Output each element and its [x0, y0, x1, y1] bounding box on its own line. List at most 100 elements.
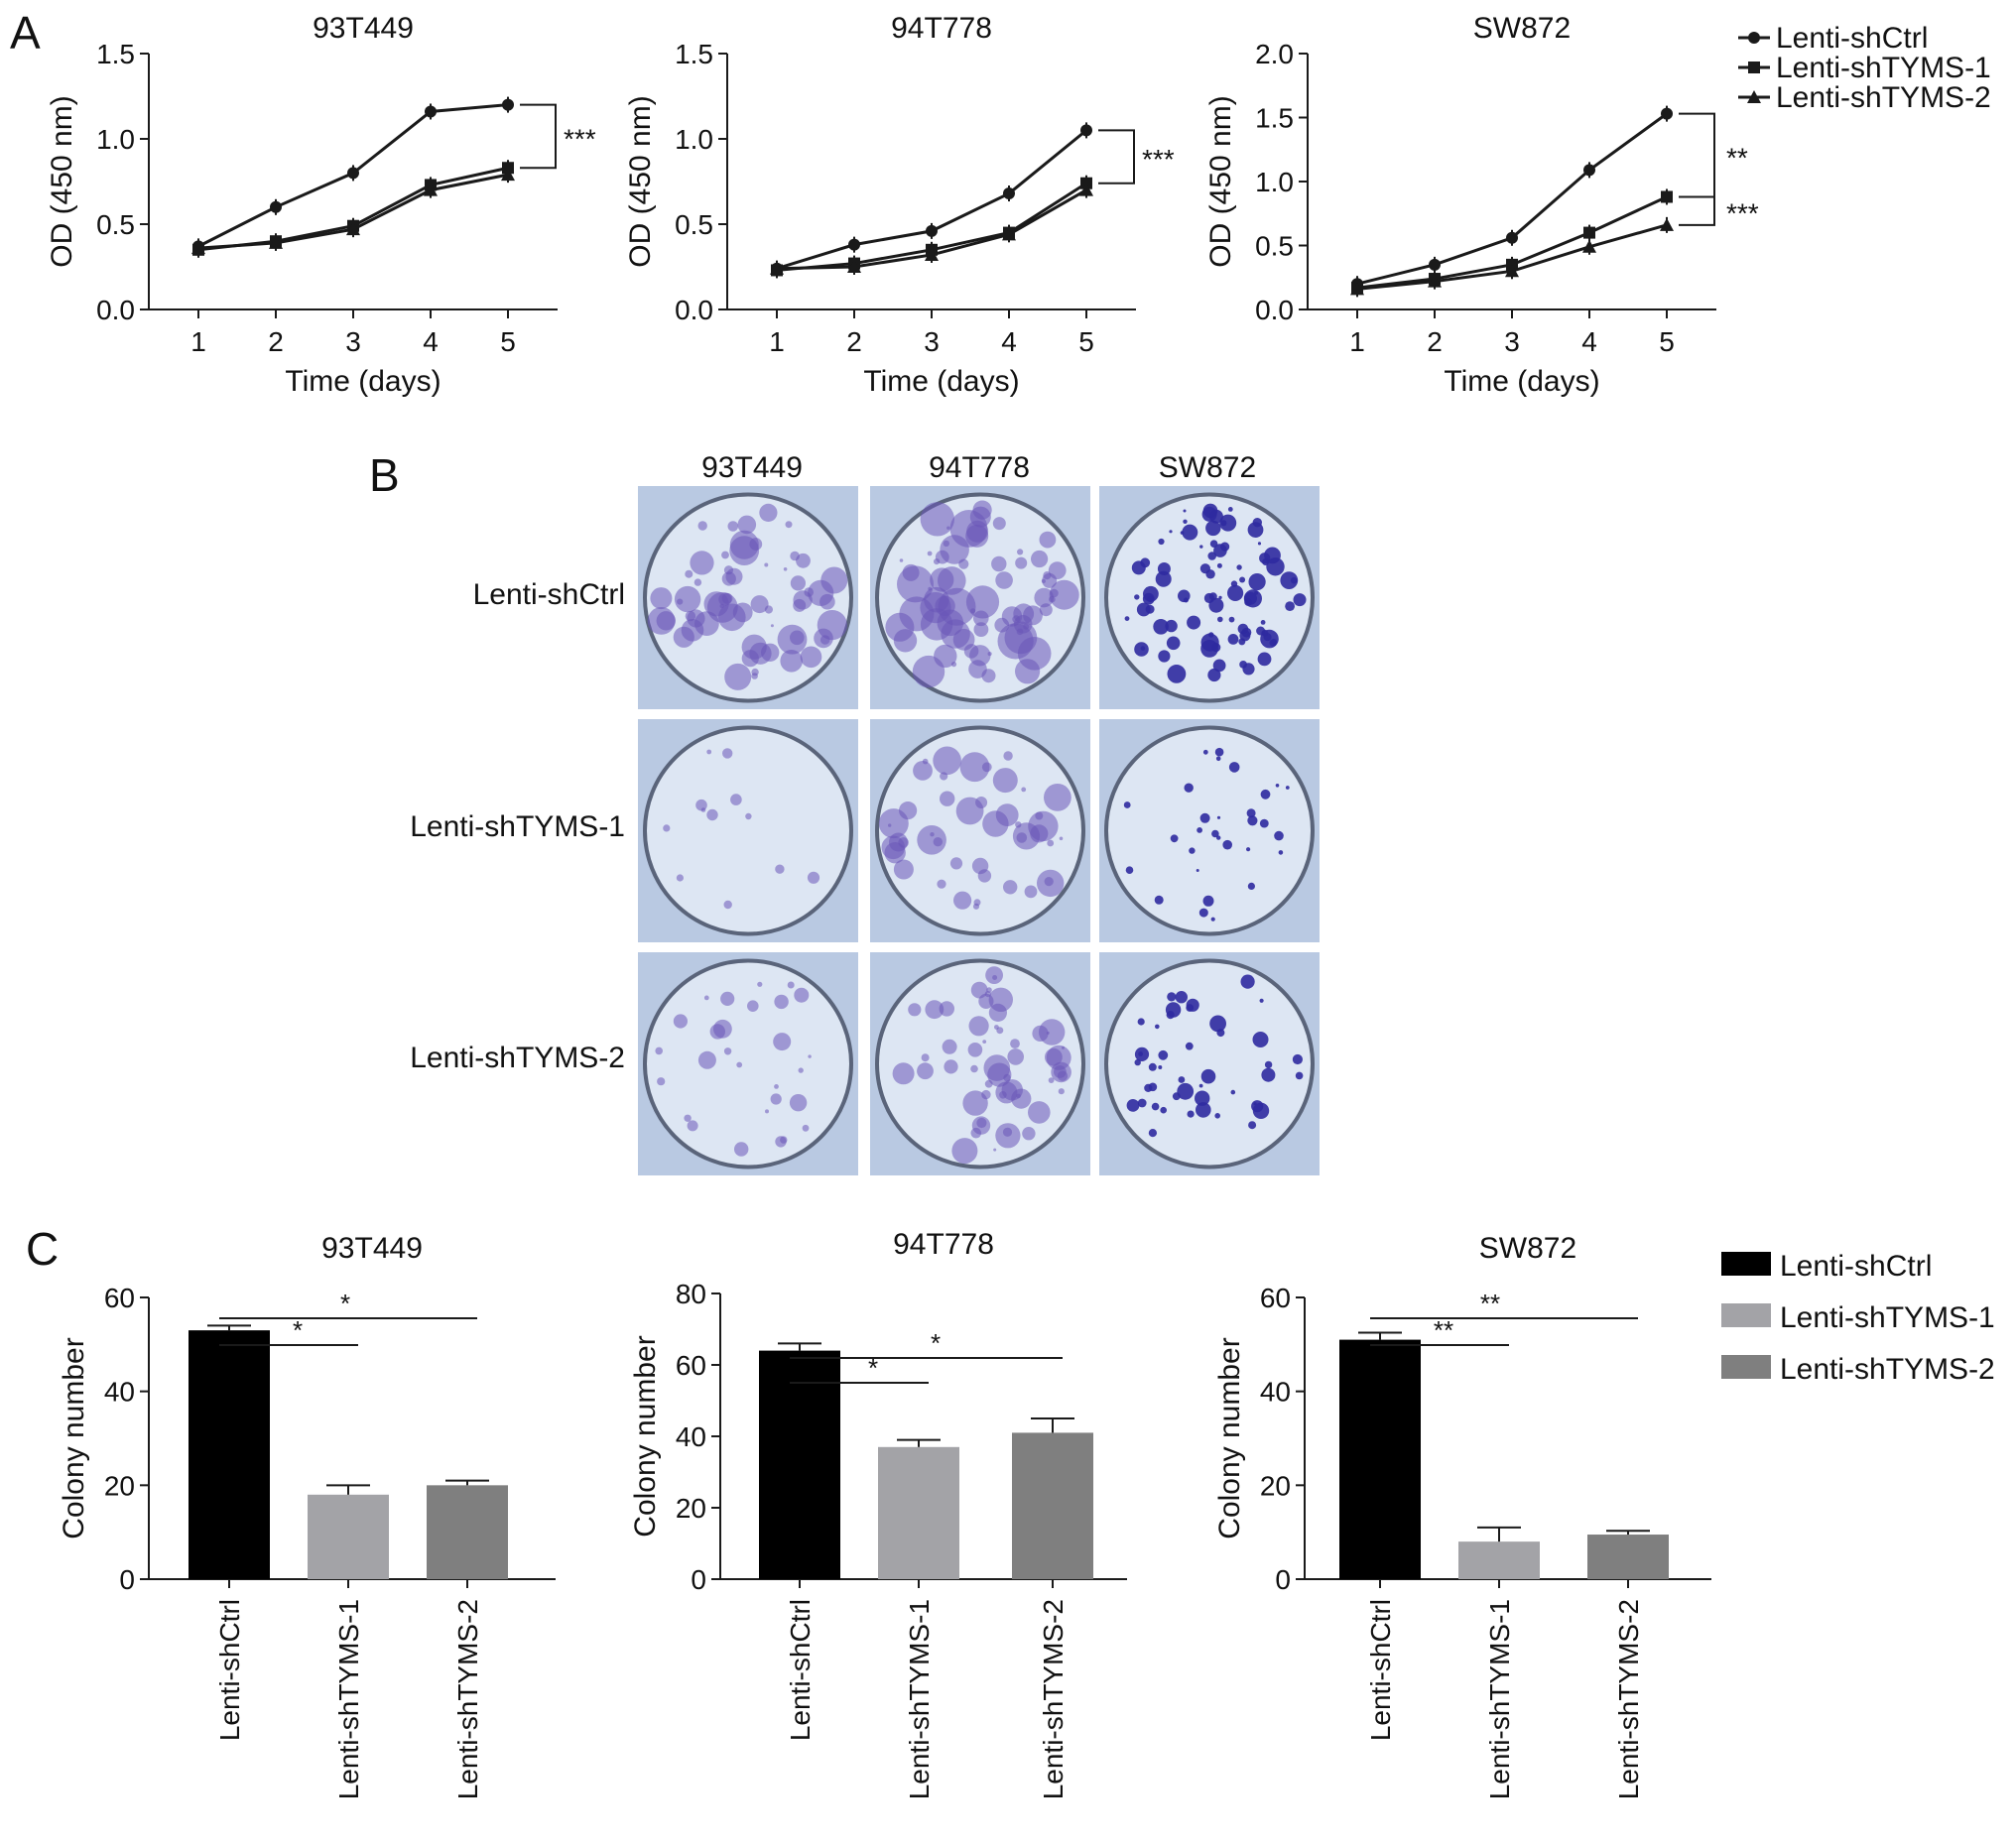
- data-point: [1505, 264, 1519, 278]
- significance-label: *: [293, 1315, 303, 1345]
- x-tick-label: Lenti-shTYMS-2: [452, 1599, 483, 1799]
- data-point: [1661, 190, 1673, 203]
- data-point: [1429, 258, 1441, 271]
- significance-label: *: [340, 1289, 350, 1318]
- x-tick-label: Lenti-shTYMS-1: [333, 1599, 364, 1799]
- x-tick-label: Lenti-shCtrl: [785, 1599, 816, 1741]
- significance-bracket: [520, 103, 557, 170]
- data-point: [1002, 227, 1016, 241]
- legend-marker: [1747, 90, 1761, 103]
- bar: [759, 1350, 840, 1579]
- panel-letter-b: B: [369, 449, 400, 501]
- data-point: [1003, 187, 1015, 200]
- y-tick-label: 0: [119, 1564, 135, 1595]
- data-point: [269, 235, 283, 249]
- plate-column-title: 94T778: [929, 451, 1030, 484]
- colony-plate-image: [870, 952, 1090, 1175]
- y-tick-label: 1.0: [1255, 167, 1294, 197]
- y-tick-label: 1.5: [675, 39, 713, 69]
- x-tick-label: 3: [345, 326, 361, 357]
- data-point: [925, 247, 939, 261]
- data-point: [848, 238, 860, 251]
- colony-plate-image: [1099, 486, 1320, 709]
- x-tick-label: 4: [423, 326, 439, 357]
- y-tick-label: 80: [676, 1279, 706, 1309]
- data-point: [502, 98, 514, 111]
- y-tick-label: 0.5: [1255, 231, 1294, 262]
- y-axis-label: Colony number: [629, 1335, 662, 1537]
- x-tick-label: 5: [1078, 326, 1094, 357]
- x-tick-label: 3: [924, 326, 940, 357]
- y-tick-label: 0: [1275, 1564, 1291, 1595]
- data-point: [1583, 164, 1595, 177]
- y-tick-label: 60: [676, 1350, 706, 1381]
- bar: [878, 1446, 959, 1579]
- bar: [189, 1330, 270, 1579]
- y-tick-label: 20: [1260, 1470, 1291, 1501]
- significance-bracket: [1679, 195, 1715, 226]
- bar: [427, 1485, 508, 1579]
- significance-label: **: [1434, 1315, 1453, 1345]
- chart-title: 94T778: [893, 1228, 994, 1261]
- data-point: [847, 260, 861, 273]
- data-point: [347, 167, 359, 180]
- legend-swatch: [1721, 1303, 1771, 1327]
- y-tick-label: 40: [676, 1421, 706, 1452]
- bar: [1339, 1339, 1421, 1579]
- data-point: [1661, 107, 1673, 120]
- y-tick-label: 0.5: [675, 209, 713, 240]
- data-point: [1660, 217, 1674, 231]
- legend-label: Lenti-shTYMS-1: [1776, 52, 1991, 84]
- plate-row-label: Lenti-shTYMS-1: [410, 810, 625, 843]
- x-tick-label: Lenti-shTYMS-2: [1038, 1599, 1069, 1799]
- data-point: [191, 241, 205, 255]
- x-tick-label: Lenti-shTYMS-2: [1613, 1599, 1644, 1799]
- x-tick-label: 4: [1001, 326, 1017, 357]
- y-tick-label: 1.0: [96, 124, 135, 155]
- x-axis-label: Time (days): [1444, 365, 1599, 398]
- x-axis-label: Time (days): [285, 365, 441, 398]
- data-point: [501, 168, 515, 182]
- legend-swatch: [1721, 1355, 1771, 1379]
- x-tick-label: Lenti-shCtrl: [214, 1599, 245, 1741]
- y-tick-label: 1.0: [675, 124, 713, 155]
- data-point: [1080, 124, 1092, 137]
- data-point: [1506, 231, 1518, 244]
- y-axis-label: OD (450 nm): [624, 95, 657, 267]
- data-point: [425, 105, 437, 118]
- plate-row-label: Lenti-shTYMS-2: [410, 1042, 625, 1074]
- x-axis-label: Time (days): [863, 365, 1019, 398]
- significance-bracket: [1098, 129, 1135, 185]
- x-tick-label: 5: [500, 326, 516, 357]
- x-tick-label: 1: [769, 326, 785, 357]
- colony-plate-image: [638, 486, 858, 709]
- y-tick-label: 0.0: [96, 295, 135, 325]
- legend-label: Lenti-shTYMS-2: [1780, 1353, 1995, 1386]
- bar: [1012, 1432, 1093, 1579]
- legend-marker: [1748, 62, 1760, 73]
- x-tick-label: 1: [1349, 326, 1365, 357]
- y-tick-label: 0.0: [1255, 295, 1294, 325]
- bar: [1458, 1541, 1540, 1579]
- significance-label: **: [1480, 1289, 1500, 1318]
- x-tick-label: 3: [1504, 326, 1520, 357]
- panel-letter-a: A: [10, 7, 41, 59]
- chart-title: 94T778: [891, 12, 992, 45]
- y-tick-label: 0.5: [96, 209, 135, 240]
- y-tick-label: 40: [104, 1377, 135, 1408]
- y-axis-label: Colony number: [1213, 1337, 1246, 1538]
- significance-label: *: [868, 1353, 878, 1383]
- plate-column-title: SW872: [1158, 451, 1257, 484]
- significance-label: **: [1726, 143, 1748, 174]
- y-axis-label: OD (450 nm): [1204, 95, 1237, 267]
- y-tick-label: 1.5: [1255, 103, 1294, 134]
- significance-bracket: [1679, 112, 1715, 198]
- colony-plate-image: [638, 719, 858, 942]
- data-point: [270, 200, 282, 213]
- panel-letter-c: C: [26, 1223, 60, 1275]
- significance-label: ***: [1726, 198, 1759, 229]
- plate-row-label: Lenti-shCtrl: [472, 578, 625, 611]
- y-tick-label: 2.0: [1255, 39, 1294, 69]
- y-tick-label: 0: [691, 1564, 706, 1595]
